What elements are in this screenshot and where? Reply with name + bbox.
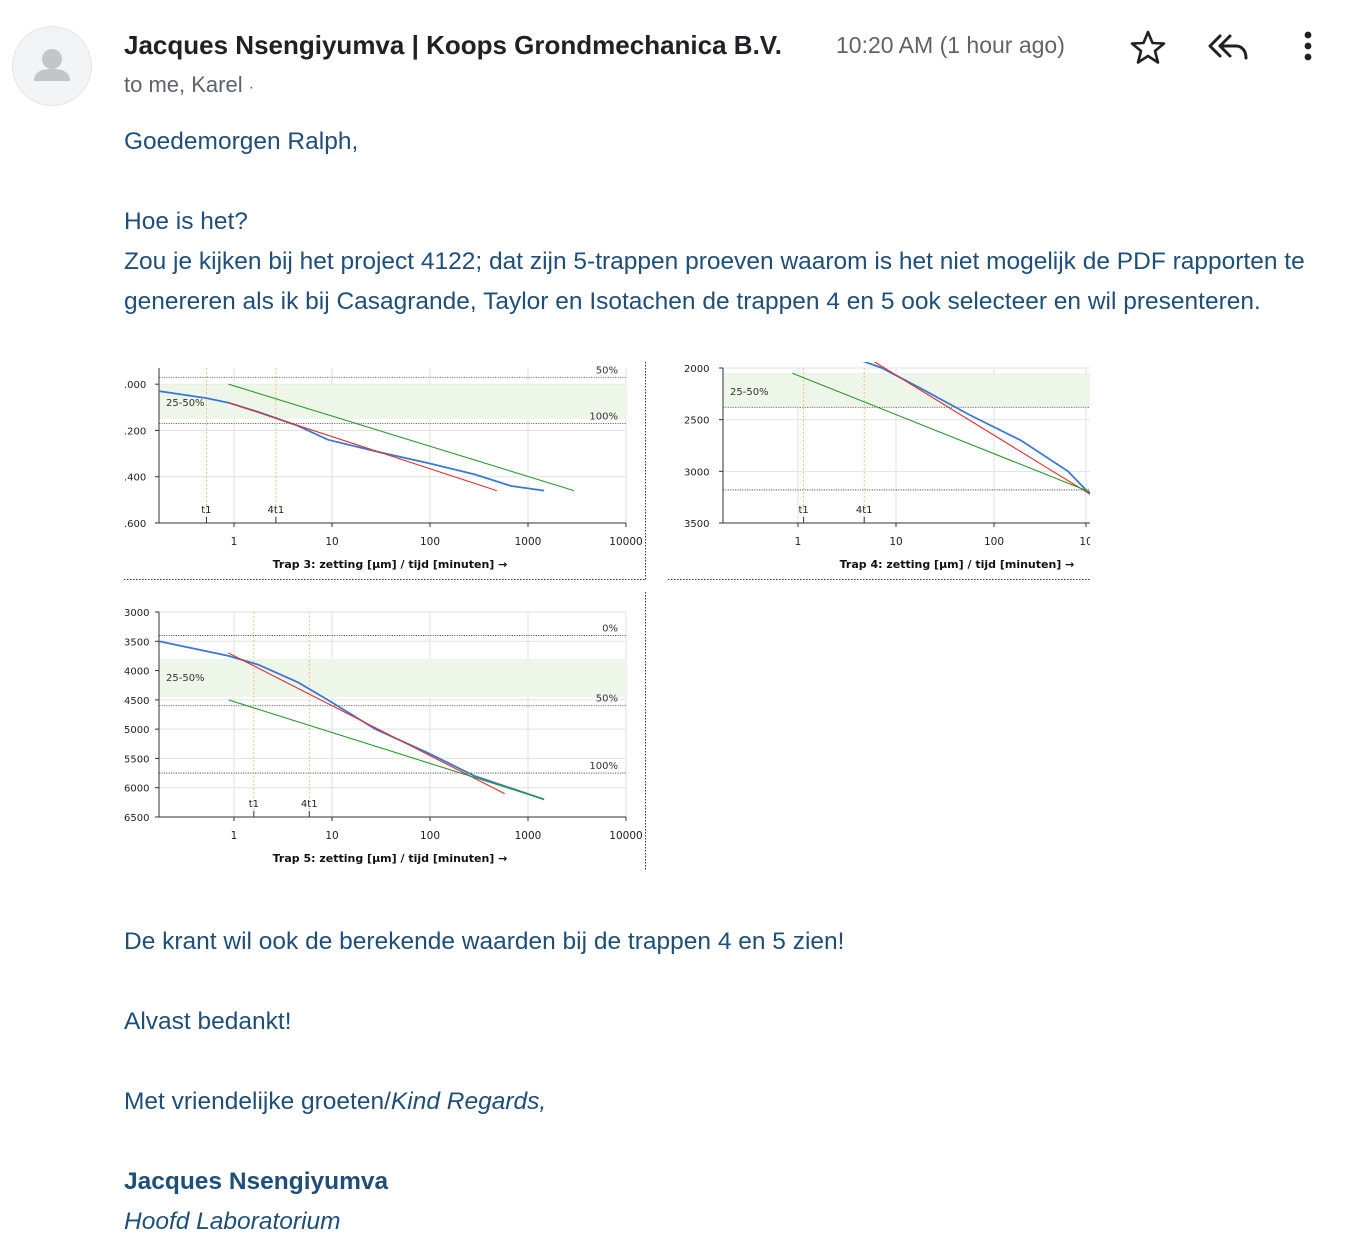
y-tick-label: 3000 <box>124 608 149 619</box>
more-options-button[interactable] <box>1286 26 1330 70</box>
band-25-50 <box>159 384 626 419</box>
y-tick-label: 4500 <box>124 696 149 707</box>
reply-all-button[interactable] <box>1206 26 1250 70</box>
chart-trap-5-svg: 25-50% 0% 50% 100% t1 4t1 3000 3500 4000 4500 5000… <box>124 592 646 870</box>
vline-label: 4t1 <box>856 505 873 516</box>
star-icon <box>1130 30 1166 64</box>
chart-trap-4-svg: 25-50% t1 4t1 2000 2500 3000 3500 1 10 100 10 Trap … <box>668 354 1093 580</box>
series-line-blue <box>158 390 545 492</box>
y-tick-label: 5500 <box>124 754 149 765</box>
x-tick-label: 10 <box>1079 536 1090 548</box>
series-line-blue <box>158 640 545 801</box>
band-label: 25-50% <box>730 387 769 398</box>
series-line-red <box>228 652 505 795</box>
vline-label: 4t1 <box>268 505 285 516</box>
star-button[interactable] <box>1126 26 1170 70</box>
y-tick-label: .200 <box>124 426 146 437</box>
x-tick-label: 10 <box>325 830 338 842</box>
x-tick-label: 100 <box>984 536 1004 548</box>
chart-title: Trap 4: zetting [μm] / tijd [minuten] → <box>840 558 1075 571</box>
x-tick-label: 10 <box>889 536 902 548</box>
x-tick-label: 1000 <box>515 830 542 842</box>
chart-trap-3-svg: 25-50% 50% 100% t1 4t1 .000 .200 .400 .600 1 10 100… <box>124 362 646 580</box>
recipients[interactable]: to me, Karel · <box>124 72 254 98</box>
chart-trap-4: 25-50% t1 4t1 2000 2500 3000 3500 1 10 100 10 Trap … <box>668 354 1093 582</box>
timestamp: 10:20 AM (1 hour ago) <box>836 32 1065 58</box>
hline-label: 100% <box>589 412 618 423</box>
y-tick-label: 2000 <box>684 364 709 375</box>
vline-label: t1 <box>799 505 809 516</box>
recipients-separator: · <box>248 79 255 96</box>
vline-label: 4t1 <box>301 799 318 810</box>
series-line-green <box>792 372 1091 493</box>
y-tick-label: 6500 <box>124 813 149 824</box>
recipients-text: to me, Karel <box>124 72 243 97</box>
x-tick-label: 1000 <box>515 536 542 548</box>
reply-all-icon <box>1208 34 1248 60</box>
hline-label: 50% <box>596 365 618 376</box>
signature-name: Jacques Nsengiyumva <box>124 1168 389 1195</box>
sender-avatar[interactable] <box>12 26 92 106</box>
band-25-50 <box>723 373 1090 408</box>
person-icon <box>34 49 70 81</box>
y-tick-label: 3500 <box>124 637 149 648</box>
sender-name[interactable]: Jacques Nsengiyumva | Koops Grondmechani… <box>124 30 782 60</box>
regards-line: Met vriendelijke groeten/Kind Regards, <box>124 1082 546 1122</box>
series-line-blue <box>847 354 1091 495</box>
y-tick-label: 5000 <box>124 725 149 736</box>
chart-title: Trap 3: zetting [μm] / tijd [minuten] → <box>273 558 508 571</box>
thanks-line: Alvast bedankt! <box>124 1008 292 1035</box>
y-tick-label: 3000 <box>684 467 709 478</box>
chart-trap-3: 25-50% 50% 100% t1 4t1 .000 .200 .400 .600 1 10 100… <box>124 362 648 582</box>
series-line-green <box>228 383 575 492</box>
body-line-2: Zou je kijken bij het project 4122; dat … <box>124 248 1305 315</box>
hline-label: 100% <box>589 761 618 772</box>
x-tick-label: 100 <box>420 536 440 548</box>
x-tick-label: 10 <box>325 536 338 548</box>
x-tick-label: 10000 <box>609 830 642 842</box>
y-tick-label: .400 <box>124 473 146 484</box>
vline-label: t1 <box>249 799 259 810</box>
band-25-50 <box>159 658 626 697</box>
series-line-red <box>228 402 497 492</box>
vline-label: t1 <box>201 505 211 516</box>
hline-label: 50% <box>596 694 618 705</box>
body-line-3: De krant wil ook de berekende waarden bi… <box>124 928 845 955</box>
x-tick-label: 10000 <box>609 536 642 548</box>
signature-title: Hoofd Laboratorium <box>124 1208 341 1235</box>
chart-trap-5: 25-50% 0% 50% 100% t1 4t1 3000 3500 4000 4500 5000… <box>124 592 648 872</box>
y-tick-label: 3500 <box>684 519 709 530</box>
regards-text: Met vriendelijke groeten/ <box>124 1088 391 1115</box>
band-label: 25-50% <box>166 398 205 409</box>
x-tick-label: 1 <box>231 536 238 548</box>
greeting: Goedemorgen Ralph, <box>124 128 359 155</box>
chart-title: Trap 5: zetting [μm] / tijd [minuten] → <box>273 852 508 865</box>
more-vert-icon <box>1304 31 1312 61</box>
regards-english: Kind Regards, <box>390 1088 547 1115</box>
y-tick-label: 4000 <box>124 667 149 678</box>
y-tick-label: .000 <box>124 380 146 391</box>
body-line-1: Hoe is het? <box>124 208 248 235</box>
band-label: 25-50% <box>166 673 205 684</box>
y-tick-label: 6000 <box>124 784 149 795</box>
y-tick-label: .600 <box>124 519 146 530</box>
series-line-red <box>863 355 1091 495</box>
x-tick-label: 100 <box>420 830 440 842</box>
x-tick-label: 1 <box>231 830 238 842</box>
x-tick-label: 1 <box>795 536 802 548</box>
y-tick-label: 2500 <box>684 416 709 427</box>
hline-label: 0% <box>602 623 618 634</box>
series-line-green <box>228 699 545 800</box>
